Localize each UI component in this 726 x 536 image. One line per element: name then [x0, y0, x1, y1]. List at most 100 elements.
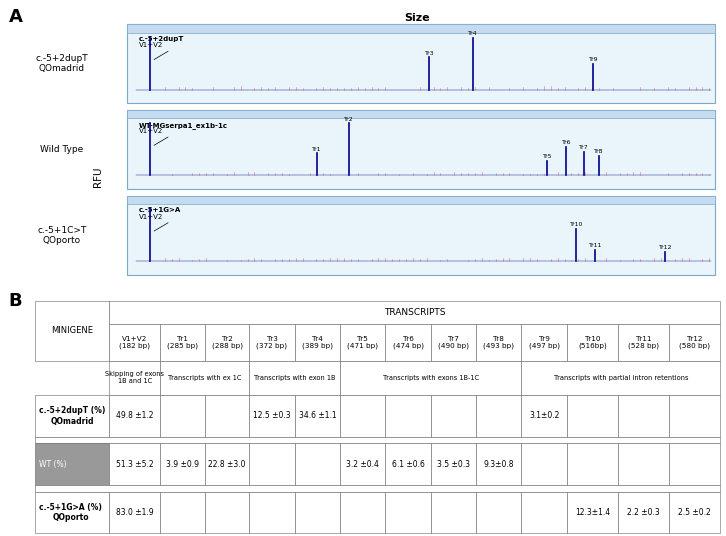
Text: 12.5 ±0.3: 12.5 ±0.3	[253, 412, 291, 420]
Bar	[249, 443, 295, 485]
Text: 49.8 ±1.2: 49.8 ±1.2	[116, 412, 153, 420]
Bar	[295, 395, 340, 437]
Bar	[249, 361, 340, 395]
Text: 3.5 ±0.3: 3.5 ±0.3	[437, 460, 470, 469]
Bar	[669, 324, 720, 361]
Text: 2.5 ±0.2: 2.5 ±0.2	[678, 508, 711, 517]
Text: B: B	[9, 292, 23, 310]
Bar	[669, 492, 720, 533]
Bar	[35, 443, 109, 485]
Bar	[618, 324, 669, 361]
Text: 2.2 ±0.3: 2.2 ±0.3	[627, 508, 660, 517]
Bar	[476, 324, 521, 361]
Text: Tr3
(372 bp): Tr3 (372 bp)	[256, 336, 287, 349]
Text: Size: Size	[404, 13, 431, 24]
Bar	[476, 492, 521, 533]
Text: WT-MGserpa1_ex1b-1c: WT-MGserpa1_ex1b-1c	[139, 122, 228, 129]
Text: Transcripts with partial intron retentions: Transcripts with partial intron retentio…	[553, 375, 688, 381]
Text: Tr2: Tr2	[344, 117, 354, 122]
Bar	[160, 395, 205, 437]
Text: Transcripts with exons 1B-1C: Transcripts with exons 1B-1C	[383, 375, 478, 381]
Text: c.-5+2dupT
QOmadrid: c.-5+2dupT QOmadrid	[36, 54, 88, 73]
Text: 51.3 ±5.2: 51.3 ±5.2	[116, 460, 153, 469]
Text: Tr4
(389 bp): Tr4 (389 bp)	[302, 336, 333, 349]
Text: 34.6 ±1.1: 34.6 ±1.1	[298, 412, 336, 420]
Bar	[35, 485, 720, 492]
Text: c.-5+2dupT (%)
QOmadrid: c.-5+2dupT (%) QOmadrid	[39, 406, 105, 426]
Text: Tr9: Tr9	[589, 57, 598, 62]
Text: V1+V2: V1+V2	[139, 214, 163, 220]
Text: V1+V2
(182 bp): V1+V2 (182 bp)	[119, 336, 150, 349]
Text: V1+V2: V1+V2	[139, 128, 163, 134]
Bar	[160, 492, 205, 533]
Bar	[249, 492, 295, 533]
Text: Tr6
(474 bp): Tr6 (474 bp)	[393, 336, 423, 349]
Bar	[109, 324, 160, 361]
Text: 22.8 ±3.0: 22.8 ±3.0	[208, 460, 246, 469]
Text: Transcripts with exon 1B: Transcripts with exon 1B	[254, 375, 335, 381]
Bar	[109, 361, 160, 395]
Text: 6.1 ±0.6: 6.1 ±0.6	[391, 460, 425, 469]
Bar	[205, 395, 249, 437]
Text: Tr11
(528 bp): Tr11 (528 bp)	[628, 336, 659, 349]
Bar	[431, 324, 476, 361]
Bar	[35, 492, 109, 533]
Bar	[109, 301, 720, 324]
Bar	[127, 24, 715, 33]
Text: Tr7: Tr7	[579, 145, 589, 150]
Bar	[521, 492, 567, 533]
Text: Tr7
(490 bp): Tr7 (490 bp)	[438, 336, 469, 349]
Text: Tr8
(493 bp): Tr8 (493 bp)	[484, 336, 514, 349]
Text: Tr1: Tr1	[312, 147, 322, 152]
Bar	[127, 24, 715, 103]
Bar	[521, 443, 567, 485]
Bar	[205, 324, 249, 361]
Bar	[127, 196, 715, 275]
Text: Tr3: Tr3	[425, 51, 434, 56]
Text: WT (%): WT (%)	[39, 460, 67, 469]
Text: 3.9 ±0.9: 3.9 ±0.9	[166, 460, 199, 469]
Bar	[340, 361, 521, 395]
Bar	[521, 395, 567, 437]
Bar	[386, 395, 431, 437]
Text: Tr11: Tr11	[589, 243, 602, 248]
Bar	[35, 301, 109, 361]
Bar	[521, 324, 567, 361]
Bar	[205, 492, 249, 533]
Text: Transcripts with ex 1C: Transcripts with ex 1C	[168, 375, 242, 381]
Text: MINIGENE: MINIGENE	[51, 326, 93, 336]
Text: Tr10: Tr10	[569, 222, 583, 227]
Bar	[160, 361, 249, 395]
Bar	[521, 361, 720, 395]
Bar	[618, 443, 669, 485]
Bar	[249, 395, 295, 437]
Bar	[127, 196, 715, 204]
Bar	[476, 443, 521, 485]
Bar	[669, 395, 720, 437]
Text: c.-5+1G>A (%)
QOporto: c.-5+1G>A (%) QOporto	[39, 503, 102, 522]
Text: 83.0 ±1.9: 83.0 ±1.9	[116, 508, 153, 517]
Text: Tr10
(516bp): Tr10 (516bp)	[578, 336, 607, 349]
Bar	[618, 395, 669, 437]
Bar	[295, 492, 340, 533]
Text: 3.1±0.2: 3.1±0.2	[529, 412, 559, 420]
Text: Wild Type: Wild Type	[40, 145, 83, 154]
Bar	[205, 443, 249, 485]
Bar	[386, 324, 431, 361]
Text: Skipping of exons
1B and 1C: Skipping of exons 1B and 1C	[105, 371, 164, 384]
Text: A: A	[9, 8, 23, 26]
Bar	[567, 443, 618, 485]
Text: Tr5
(471 bp): Tr5 (471 bp)	[347, 336, 378, 349]
Text: Tr6: Tr6	[562, 140, 571, 145]
Bar	[431, 443, 476, 485]
Text: Tr2
(288 bp): Tr2 (288 bp)	[211, 336, 242, 349]
Text: V1+V2: V1+V2	[139, 42, 163, 48]
Bar	[340, 492, 386, 533]
Text: Tr8: Tr8	[595, 149, 604, 154]
Text: c.-5+1G>A: c.-5+1G>A	[139, 207, 181, 213]
Bar	[127, 110, 715, 189]
Text: Tr12: Tr12	[658, 245, 672, 250]
Text: Tr1
(285 bp): Tr1 (285 bp)	[167, 336, 198, 349]
Bar	[340, 395, 386, 437]
Bar	[669, 443, 720, 485]
